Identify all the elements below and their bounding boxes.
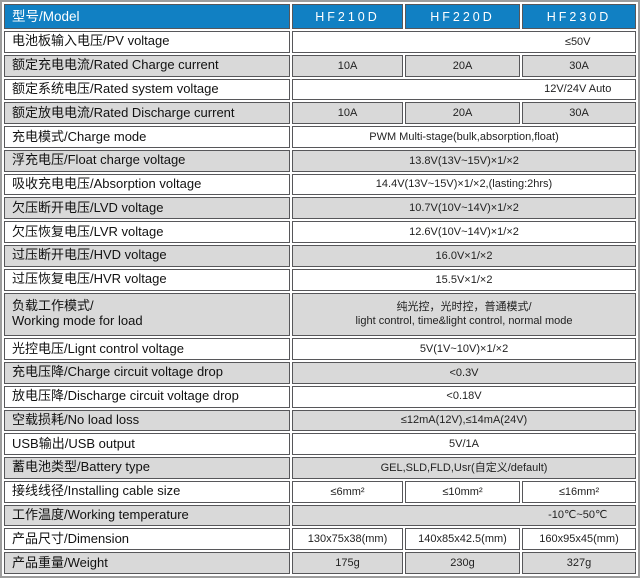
row-hvr-voltage: 过压恢复电压/HVR voltage 15.5V×1/×2 — [4, 268, 636, 291]
row-label: 吸收充电电压/Absorption voltage — [4, 173, 290, 196]
row-label: 放电压降/Discharge circuit voltage drop — [4, 385, 290, 408]
row-light-control-voltage: 光控电压/Lignt control voltage 5V(1V~10V)×1/… — [4, 338, 636, 360]
row-label: 产品尺寸/Dimension — [4, 528, 290, 551]
row-label: 过压断开电压/HVD voltage — [4, 245, 290, 267]
row-lvr-voltage: 欠压恢复电压/LVR voltage 12.6V(10V~14V)×1/×2 — [4, 221, 636, 244]
row-value: 5V(1V~10V)×1/×2 — [292, 338, 636, 360]
row-label: 蓄电池类型/Battery type — [4, 457, 290, 479]
table-header-row: 型号/Model HF210D HF220D HF230D — [4, 4, 636, 29]
row-value: PWM Multi-stage(bulk,absorption,float) — [292, 126, 636, 148]
row-value: 13.8V(13V~15V)×1/×2 — [292, 149, 636, 172]
row-value: 纯光控，光时控，普通模式/ light control, time&light … — [292, 292, 636, 337]
row-value: GEL,SLD,FLD,Usr(自定义/default) — [292, 457, 636, 479]
row-value: -10℃~50℃ — [292, 504, 636, 527]
row-absorption-voltage: 吸收充电电压/Absorption voltage 14.4V(13V~15V)… — [4, 173, 636, 196]
row-rated-discharge-current: 额定放电电流/Rated Discharge current 10A 20A 3… — [4, 102, 636, 125]
row-label: 负载工作模式/ Working mode for load — [4, 292, 290, 337]
row-pv-voltage: 电池板输入电压/PV voltage ≤50V — [4, 31, 636, 53]
row-label: 工作温度/Working temperature — [4, 504, 290, 527]
row-hvd-voltage: 过压断开电压/HVD voltage 16.0V×1/×2 — [4, 245, 636, 267]
row-lvd-voltage: 欠压断开电压/LVD voltage 10.7V(10V~14V)×1/×2 — [4, 197, 636, 220]
row-value-hf220d: 20A — [405, 54, 520, 77]
row-value: 16.0V×1/×2 — [292, 245, 636, 267]
row-label: 欠压恢复电压/LVR voltage — [4, 221, 290, 244]
row-value: <0.18V — [292, 385, 636, 408]
row-label: 光控电压/Lignt control voltage — [4, 338, 290, 360]
header-model-hf230d: HF230D — [522, 4, 636, 29]
header-model-label: 型号/Model — [4, 4, 290, 29]
row-dimension: 产品尺寸/Dimension 130x75x38(mm) 140x85x42.5… — [4, 528, 636, 551]
row-weight: 产品重量/Weight 175g 230g 327g — [4, 552, 636, 574]
row-value-hf210d: 10A — [292, 54, 403, 77]
header-model-hf220d: HF220D — [405, 4, 520, 29]
row-label: 产品重量/Weight — [4, 552, 290, 574]
row-charge-voltage-drop: 充电压降/Charge circuit voltage drop <0.3V — [4, 361, 636, 384]
row-label: 充电模式/Charge mode — [4, 126, 290, 148]
row-value: 12.6V(10V~14V)×1/×2 — [292, 221, 636, 244]
row-label: 额定放电电流/Rated Discharge current — [4, 102, 290, 125]
header-model-hf210d: HF210D — [292, 4, 403, 29]
row-charge-mode: 充电模式/Charge mode PWM Multi-stage(bulk,ab… — [4, 126, 636, 148]
row-rated-system-voltage: 额定系统电压/Rated system voltage 12V/24V Auto — [4, 78, 636, 101]
row-value: 5V/1A — [292, 433, 636, 456]
row-label: 充电压降/Charge circuit voltage drop — [4, 361, 290, 384]
row-label: 空载损耗/No load loss — [4, 409, 290, 432]
row-value-hf210d: 10A — [292, 102, 403, 125]
row-value-hf210d: 130x75x38(mm) — [292, 528, 403, 551]
row-label: 电池板输入电压/PV voltage — [4, 31, 290, 53]
row-value-hf210d: ≤6mm² — [292, 480, 403, 503]
row-value-hf220d: ≤10mm² — [405, 480, 520, 503]
row-value: ≤12mA(12V),≤14mA(24V) — [292, 409, 636, 432]
row-label: 欠压断开电压/LVD voltage — [4, 197, 290, 220]
row-value-hf230d: 30A — [522, 102, 636, 125]
row-value: ≤50V — [292, 31, 636, 53]
row-discharge-voltage-drop: 放电压降/Discharge circuit voltage drop <0.1… — [4, 385, 636, 408]
row-value: 10.7V(10V~14V)×1/×2 — [292, 197, 636, 220]
row-value-hf230d: 30A — [522, 54, 636, 77]
row-label: 过压恢复电压/HVR voltage — [4, 268, 290, 291]
row-installing-cable-size: 接线线径/Installing cable size ≤6mm² ≤10mm² … — [4, 480, 636, 503]
row-value: 15.5V×1/×2 — [292, 268, 636, 291]
row-value-hf230d: 160x95x45(mm) — [522, 528, 636, 551]
row-value-hf210d: 175g — [292, 552, 403, 574]
row-label: 额定充电电流/Rated Charge current — [4, 54, 290, 77]
row-value: 14.4V(13V~15V)×1/×2,(lasting:2hrs) — [292, 173, 636, 196]
row-working-temperature: 工作温度/Working temperature -10℃~50℃ — [4, 504, 636, 527]
row-value: <0.3V — [292, 361, 636, 384]
row-label: 额定系统电压/Rated system voltage — [4, 78, 290, 101]
row-label: 浮充电压/Float charge voltage — [4, 149, 290, 172]
row-no-load-loss: 空载损耗/No load loss ≤12mA(12V),≤14mA(24V) — [4, 409, 636, 432]
row-value-hf220d: 230g — [405, 552, 520, 574]
row-battery-type: 蓄电池类型/Battery type GEL,SLD,FLD,Usr(自定义/d… — [4, 457, 636, 479]
row-label: 接线线径/Installing cable size — [4, 480, 290, 503]
row-usb-output: USB输出/USB output 5V/1A — [4, 433, 636, 456]
row-value-hf230d: ≤16mm² — [522, 480, 636, 503]
row-label: USB输出/USB output — [4, 433, 290, 456]
row-value-hf230d: 327g — [522, 552, 636, 574]
row-value-hf220d: 140x85x42.5(mm) — [405, 528, 520, 551]
row-working-mode: 负载工作模式/ Working mode for load 纯光控，光时控，普通… — [4, 292, 636, 337]
row-float-charge-voltage: 浮充电压/Float charge voltage 13.8V(13V~15V)… — [4, 149, 636, 172]
row-value: 12V/24V Auto — [292, 78, 636, 101]
row-rated-charge-current: 额定充电电流/Rated Charge current 10A 20A 30A — [4, 54, 636, 77]
row-value-hf220d: 20A — [405, 102, 520, 125]
